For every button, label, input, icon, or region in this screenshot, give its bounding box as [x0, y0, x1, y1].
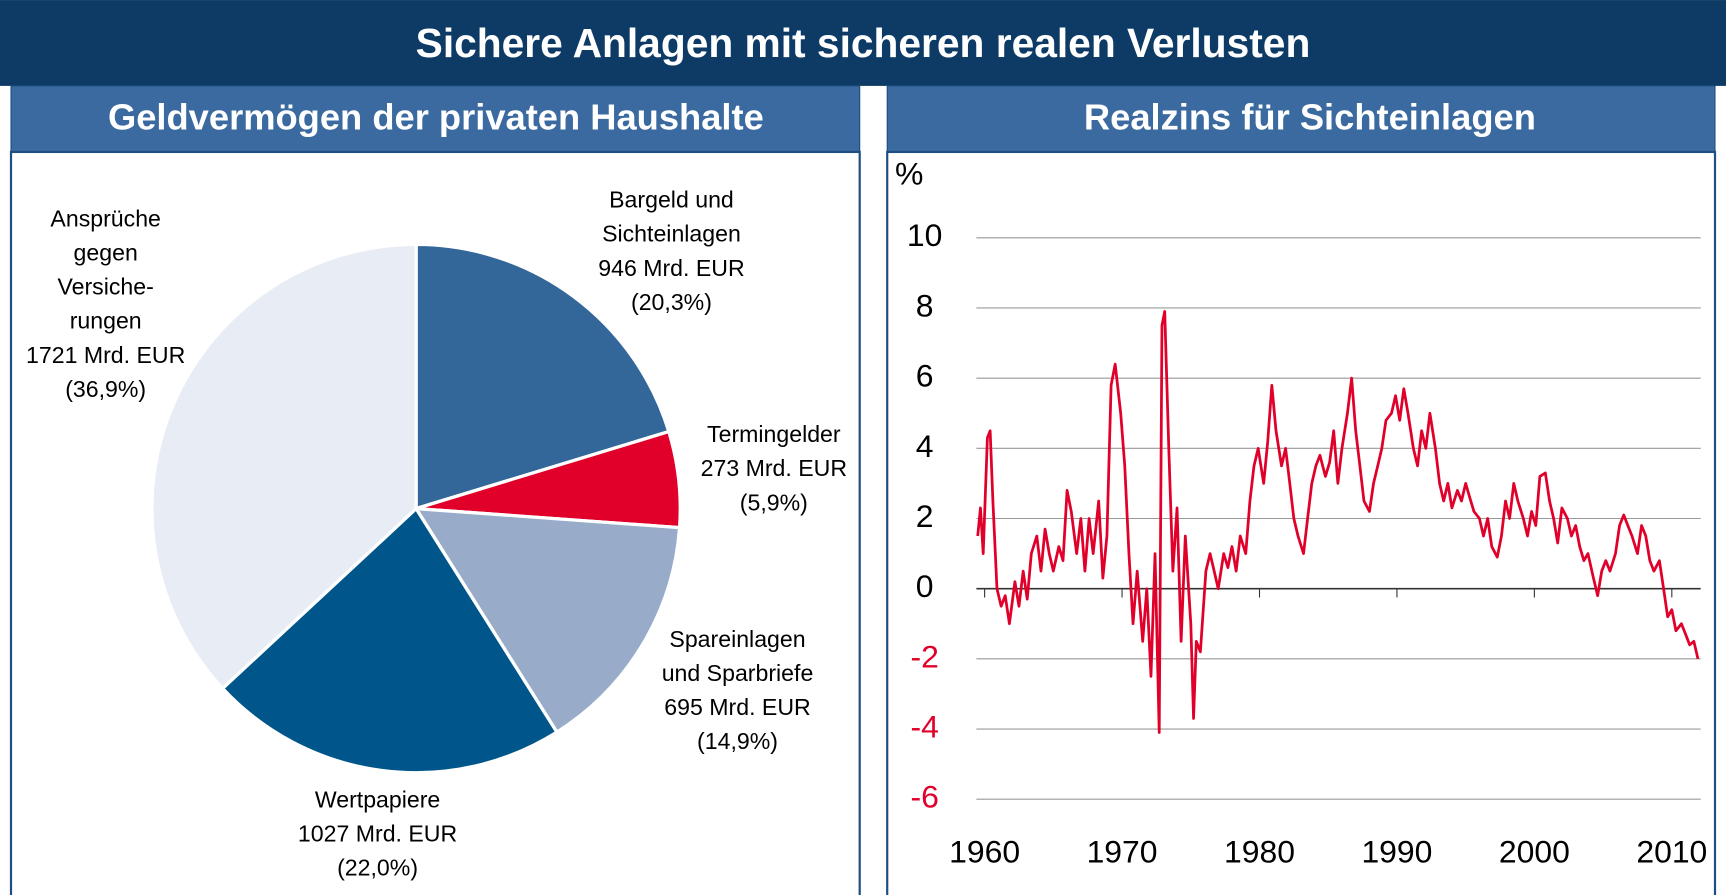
x-tick-label: 2010 [1636, 834, 1707, 870]
page-title: Sichere Anlagen mit sicheren realen Verl… [416, 20, 1311, 66]
line-series [976, 310, 1700, 734]
y-tick-label: -4 [910, 708, 938, 744]
slice-label: Termingelder [707, 421, 841, 447]
share-label: (20,3%) [631, 289, 712, 315]
x-tick-label: 1990 [1361, 834, 1432, 870]
x-tick-label: 1970 [1087, 834, 1158, 870]
y-tick-label: 2 [916, 498, 934, 534]
value-label: 946 Mrd. EUR [598, 255, 744, 281]
pie-slice [412, 506, 682, 735]
x-tick-label: 2000 [1499, 834, 1570, 870]
y-tick-label: 8 [916, 287, 934, 323]
y-tick-label: 6 [916, 358, 934, 394]
x-tick-label: 1960 [949, 834, 1020, 870]
value-label: 695 Mrd. EUR [664, 694, 810, 720]
share-label: (36,9%) [65, 376, 146, 402]
pie-slice [220, 506, 560, 775]
slice-label: und Sparbriefe [662, 660, 814, 686]
slice-label: Wertpapiere [315, 787, 440, 813]
y-tick-label: 0 [916, 568, 934, 604]
slice-label: Versiche- [58, 274, 154, 300]
share-label: (5,9%) [740, 489, 808, 515]
value-label: 1027 Mrd. EUR [298, 821, 457, 847]
share-label: (22,0%) [337, 855, 418, 881]
slice-label: Ansprüche [50, 205, 160, 231]
panel-title: Geldvermögen der privaten Haushalte [108, 97, 764, 138]
panel [886, 150, 1717, 895]
slice-label: Bargeld und [609, 187, 734, 213]
slice-label: rungen [70, 308, 142, 334]
y-tick-label: -6 [910, 779, 938, 815]
pie-slice [150, 242, 418, 691]
y-tick-label: 10 [907, 217, 943, 253]
slice-label: Sichteinlagen [602, 221, 741, 247]
x-tick-label: 1980 [1224, 834, 1295, 870]
panel-title: Realzins für Sichteinlagen [1084, 97, 1536, 138]
slice-label: gegen [74, 239, 138, 265]
y-tick-label: 4 [916, 428, 934, 464]
value-label: 1721 Mrd. EUR [26, 342, 185, 368]
title-bar [0, 0, 1726, 86]
value-label: 273 Mrd. EUR [701, 455, 847, 481]
pie-slice [414, 242, 671, 511]
panel-header [886, 85, 1716, 153]
y-tick-label: -2 [910, 638, 938, 674]
slice-label: Spareinlagen [669, 626, 805, 652]
y-axis-label: % [895, 156, 923, 192]
share-label: (14,9%) [697, 728, 778, 754]
